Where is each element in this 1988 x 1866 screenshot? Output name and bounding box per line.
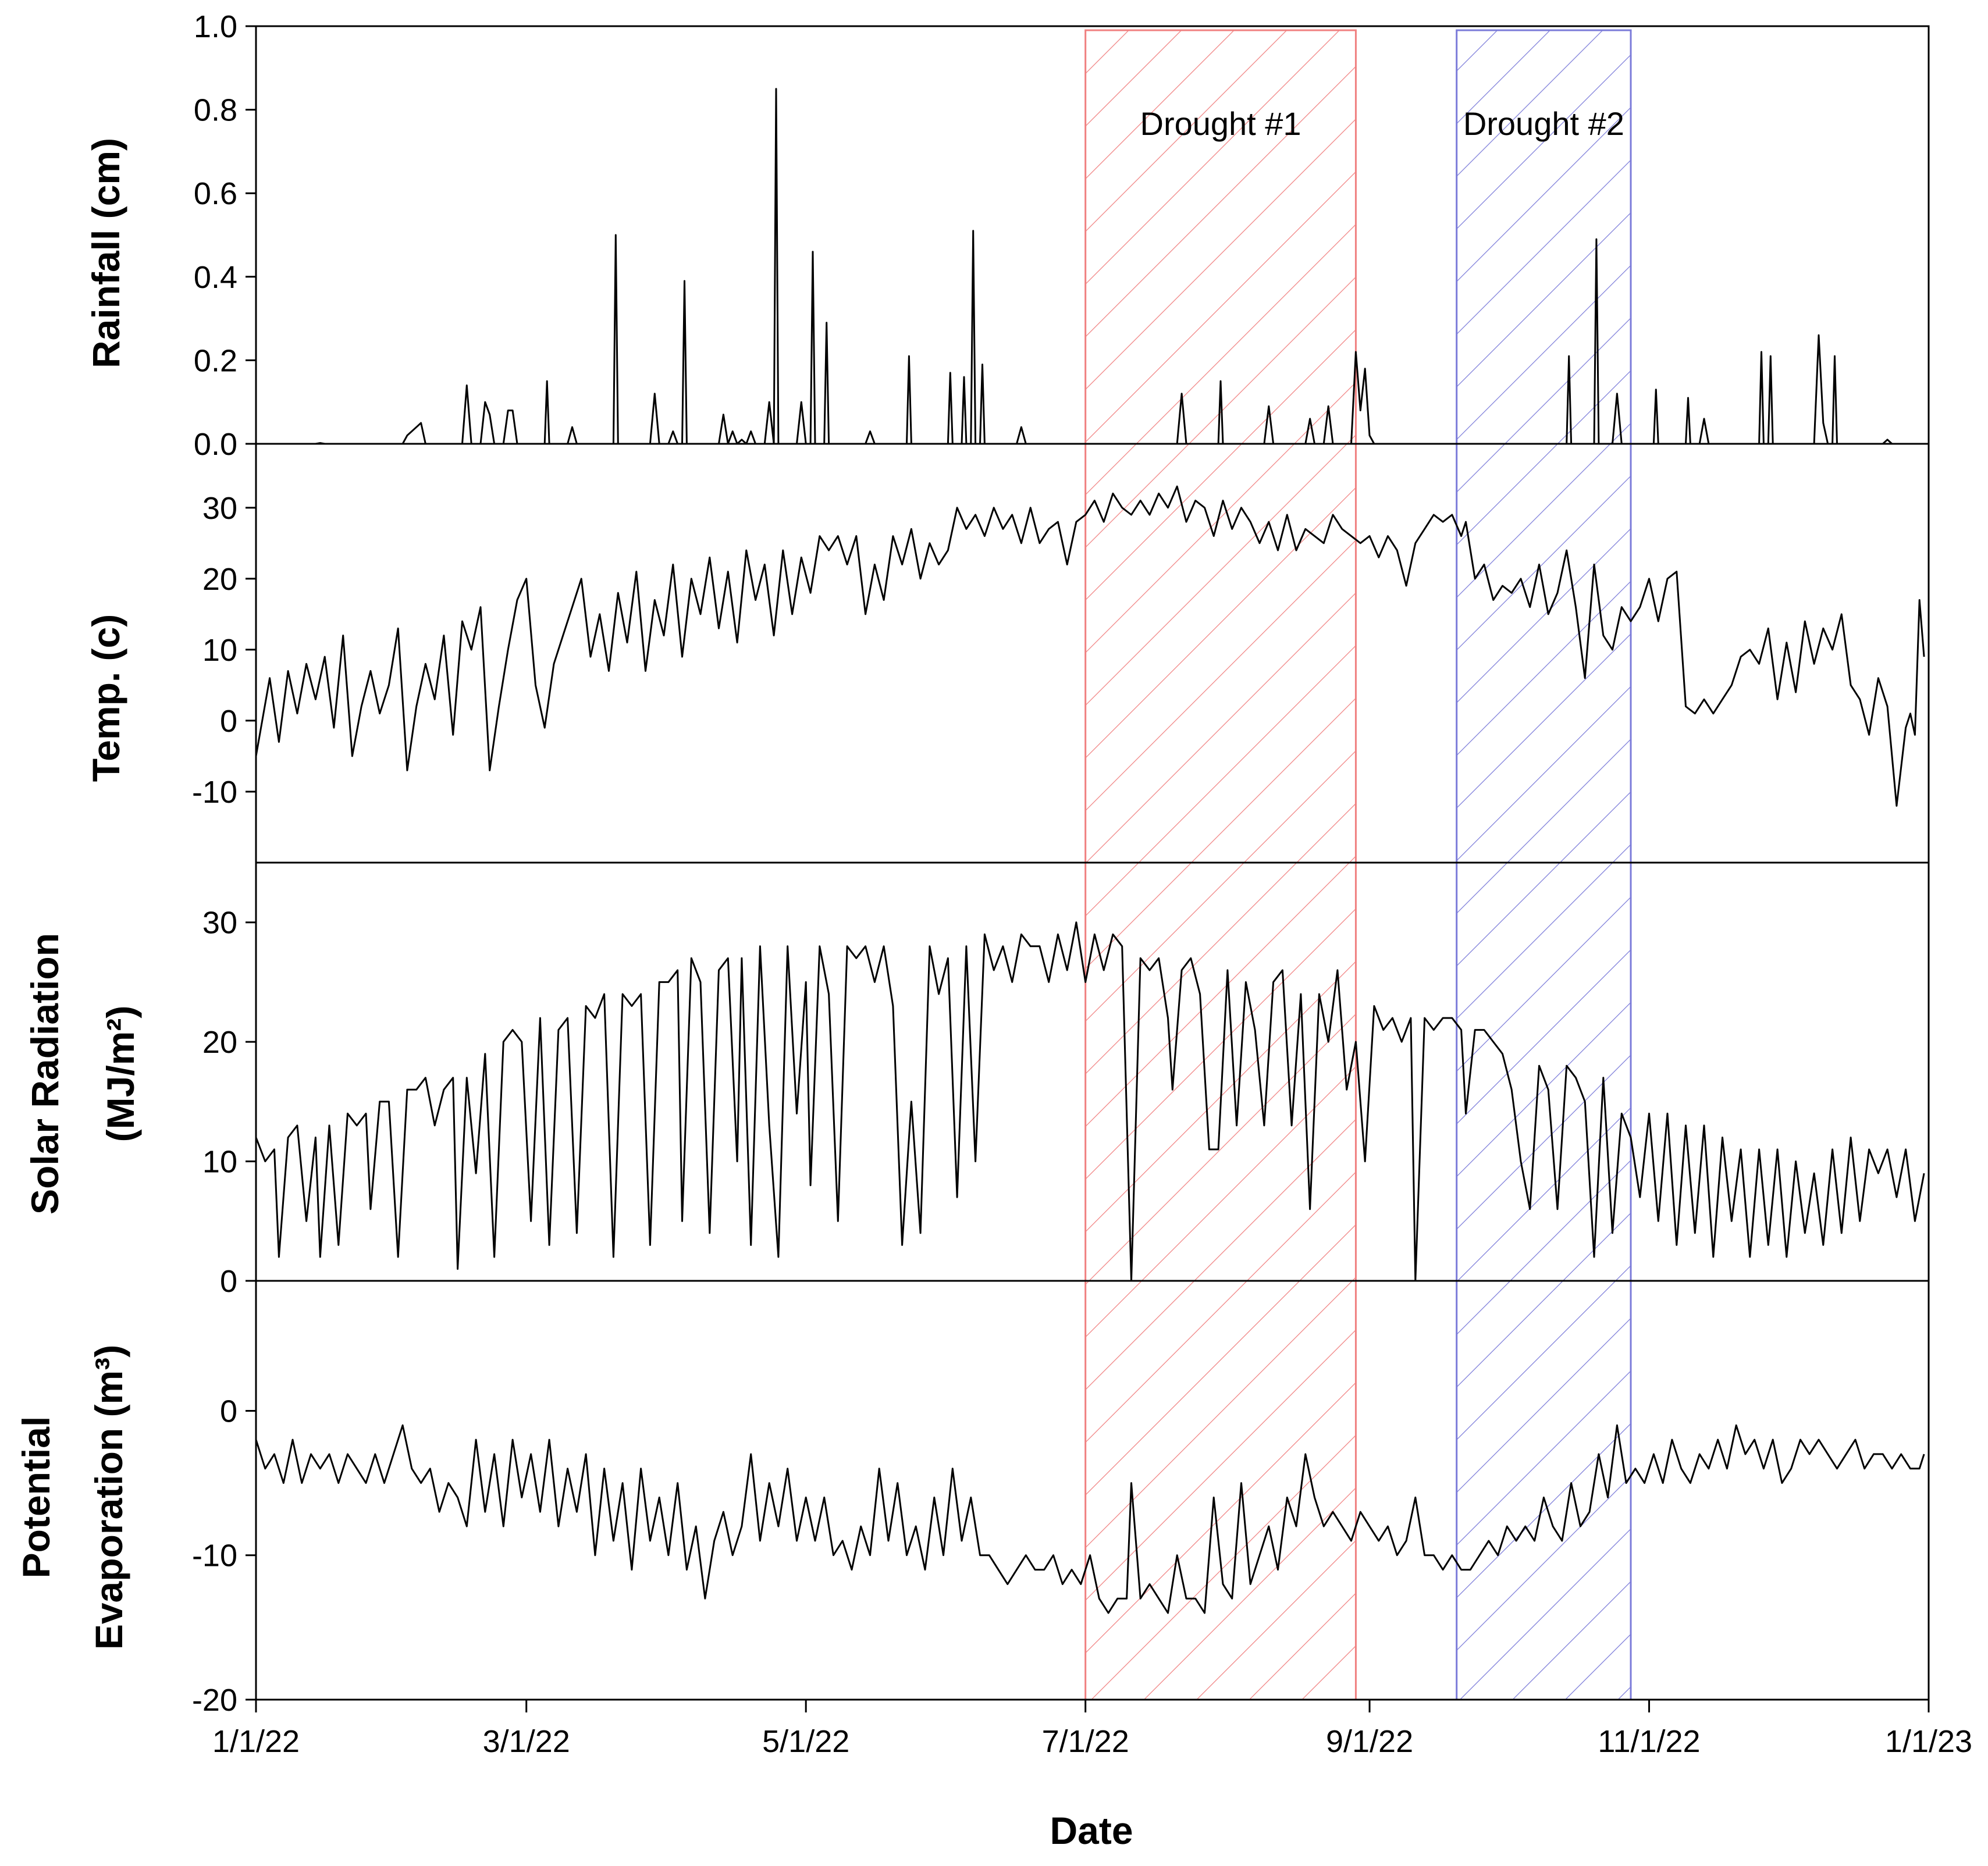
evaporation-y-axis-title-line1: Potential — [15, 1416, 58, 1579]
solar-ytick-label: 20 — [202, 1025, 237, 1060]
xtick-label: 3/1/22 — [483, 1724, 570, 1759]
evaporation-ytick-label: -20 — [192, 1683, 237, 1718]
xtick-label: 5/1/22 — [762, 1724, 849, 1759]
rainfall-y-axis-title: Rainfall (cm) — [84, 138, 127, 368]
temperature-series-line — [255, 485, 1925, 807]
rainfall-ytick-label: 0.8 — [194, 93, 237, 128]
drought-label-2: Drought #2 — [1463, 105, 1624, 142]
drought-regions: Drought #1 Drought #2 — [1084, 29, 1632, 1701]
y-ticks: 0.0 0.2 0.4 0.6 0.8 1.0 -10 0 10 20 30 0 10 20 30 -20 -1… — [192, 9, 256, 1718]
evaporation-series-line — [255, 1424, 1925, 1614]
rainfall-ytick-label: 0.4 — [194, 260, 237, 295]
rainfall-ytick-label: 0.0 — [194, 427, 237, 462]
temperature-y-axis-title: Temp. (c) — [84, 614, 127, 782]
drought-region-2 — [1456, 29, 1632, 1701]
drought-label-1: Drought #1 — [1140, 105, 1301, 142]
solar-ytick-label: 30 — [202, 906, 237, 941]
solar-ytick-label: 0 — [220, 1264, 237, 1299]
evaporation-ytick-label: -10 — [192, 1539, 237, 1573]
solar-y-axis-title-line2: (MJ/m²) — [99, 1006, 142, 1142]
plot-frames — [255, 25, 1930, 1701]
temperature-ytick-label: 0 — [220, 704, 237, 739]
solar-ytick-label: 10 — [202, 1145, 237, 1180]
xtick-label: 1/1/22 — [212, 1724, 300, 1759]
xtick-label: 9/1/22 — [1326, 1724, 1413, 1759]
solar-y-axis-title-line1: Solar Radiation — [23, 933, 66, 1215]
temperature-ytick-label: 20 — [202, 562, 237, 597]
x-axis-title: Date — [1050, 1809, 1133, 1852]
xtick-label: 7/1/22 — [1042, 1724, 1129, 1759]
solar-series-line — [255, 921, 1925, 1282]
rainfall-ytick-label: 0.2 — [194, 343, 237, 378]
temperature-ytick-label: 30 — [202, 491, 237, 526]
temperature-ytick-label: -10 — [192, 775, 237, 810]
xtick-label: 1/1/23 — [1885, 1724, 1972, 1759]
x-ticks: 1/1/22 3/1/22 5/1/22 7/1/22 9/1/22 11/1/22 1/1… — [212, 1700, 1972, 1759]
xtick-label: 11/1/22 — [1598, 1724, 1700, 1759]
rainfall-ytick-label: 1.0 — [194, 9, 237, 44]
temperature-ytick-label: 10 — [202, 633, 237, 668]
evaporation-ytick-label: 0 — [220, 1394, 237, 1429]
rainfall-ytick-label: 0.6 — [194, 176, 237, 211]
drought-region-1 — [1084, 29, 1357, 1701]
evaporation-y-axis-title-line2: Evaporation (m³) — [87, 1345, 130, 1650]
